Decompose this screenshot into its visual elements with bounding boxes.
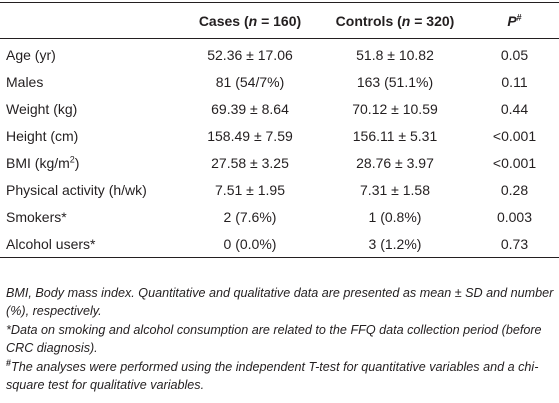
footnotes: BMI, Body mass index. Quantitative and q… (6, 285, 554, 396)
header-text: Cases ( (198, 12, 249, 29)
footnote: BMI, Body mass index. Quantitative and q… (6, 286, 554, 318)
table-cell: 27.58 ± 3.25 (211, 155, 289, 171)
header-text: Controls ( (335, 12, 402, 29)
table-row: Smokers* 2 (7.6%) 1 (0.8%) 0.003 (0, 203, 559, 230)
label-text: Males (6, 74, 44, 91)
header-blank (0, 3, 180, 39)
table-row: Height (cm) 158.49 ± 7.59 156.11 ± 5.31 <0.… (0, 123, 559, 150)
header-cell: Cases (n = 160) (180, 3, 320, 39)
row-label: Weight (kg) (0, 96, 180, 123)
table-row: Weight (kg) 69.39 ± 8.64 70.12 ± 10.59 0.44 (0, 96, 559, 123)
header-text: n (248, 12, 258, 29)
label-text: Weight (kg) (6, 101, 78, 118)
table-cell: <0.001 (492, 128, 537, 145)
table-cell: 52.36 ± 17.06 (207, 47, 293, 64)
label-text: Height (cm) (6, 128, 79, 145)
table-cell: 3 (1.2%) (368, 235, 422, 252)
label-text: Alcohol users* (6, 235, 96, 252)
footnote-text: The analyses were performed using the in… (6, 360, 539, 392)
table-cell: 0.003 (496, 208, 533, 225)
label-text: ) (74, 155, 80, 171)
table-cell: 156.11 ± 5.31 (352, 128, 438, 145)
table-cell: 1 (0.8%) (368, 208, 422, 225)
table-row: BMI (kg/m2) 27.58 ± 3.25 28.76 ± 3.97 <0.00… (0, 150, 559, 177)
header-row: Cases (n = 160) Controls (n = 320) P# (0, 2, 559, 39)
header-text: = 160) (257, 12, 302, 29)
table-cell: 0.73 (500, 235, 529, 252)
label-text: Smokers* (6, 208, 67, 225)
row-label: BMI (kg/m2) (0, 150, 180, 177)
footnote: #The analyses were performed using the i… (6, 357, 554, 394)
table-body: Age (yr) 52.36 ± 17.06 51.8 ± 10.82 0.05 Mal… (0, 39, 559, 258)
table-cell: 70.12 ± 10.59 (352, 101, 438, 118)
table-cell: 0.28 (500, 181, 529, 198)
table-cell: 7.31 ± 1.58 (360, 181, 430, 198)
footnote: *Data on smoking and alcohol consumption… (6, 323, 542, 355)
table-cell: 7.51 ± 1.95 (215, 181, 285, 198)
label-text: Physical activity (h/wk) (6, 181, 147, 198)
row-label: Males (0, 69, 180, 96)
table-cell: 163 (51.1%) (356, 74, 434, 91)
table-cell: 158.49 ± 7.59 (207, 128, 293, 145)
table-cell: 0 (0.0%) (223, 235, 277, 252)
table-cell: 0.11 (501, 74, 528, 91)
table-cell: 0.05 (500, 47, 529, 64)
table-row: Alcohol users* 0 (0.0%) 3 (1.2%) 0.73 (0, 230, 559, 258)
table-row: Age (yr) 52.36 ± 17.06 51.8 ± 10.82 0.05 (0, 39, 559, 69)
table-row: Physical activity (h/wk) 7.51 ± 1.95 7.31 … (0, 176, 559, 203)
table-cell: 51.8 ± 10.82 (356, 47, 434, 64)
table-cell: <0.001 (492, 155, 537, 171)
header-text: = 320) (410, 12, 455, 29)
data-table: Cases (n = 160) Controls (n = 320) P# Ag… (0, 2, 559, 258)
row-label: Alcohol users* (0, 230, 180, 257)
header-cell: P# (470, 3, 559, 39)
table-cell: 28.76 ± 3.97 (356, 155, 434, 171)
label-text: Age (yr) (6, 47, 56, 64)
table-cell: 81 (54/7%) (215, 74, 285, 91)
header-cell: Controls (n = 320) (320, 3, 470, 39)
table-cell: 69.39 ± 8.64 (211, 101, 289, 118)
table-cell: 0.44 (500, 101, 529, 118)
header-sup: # (516, 11, 522, 22)
row-label: Age (yr) (0, 39, 180, 69)
label-sup: 2 (69, 154, 75, 165)
row-label: Smokers* (0, 203, 180, 230)
header-text: n (401, 12, 411, 29)
row-label: Height (cm) (0, 123, 180, 150)
row-label: Physical activity (h/wk) (0, 176, 180, 203)
table-cell: 2 (7.6%) (223, 208, 277, 225)
table-row: Males 81 (54/7%) 163 (51.1%) 0.11 (0, 69, 559, 96)
header-text: P (507, 12, 517, 29)
label-text: BMI (kg/m (6, 155, 70, 171)
footnote-mark: # (6, 357, 12, 368)
